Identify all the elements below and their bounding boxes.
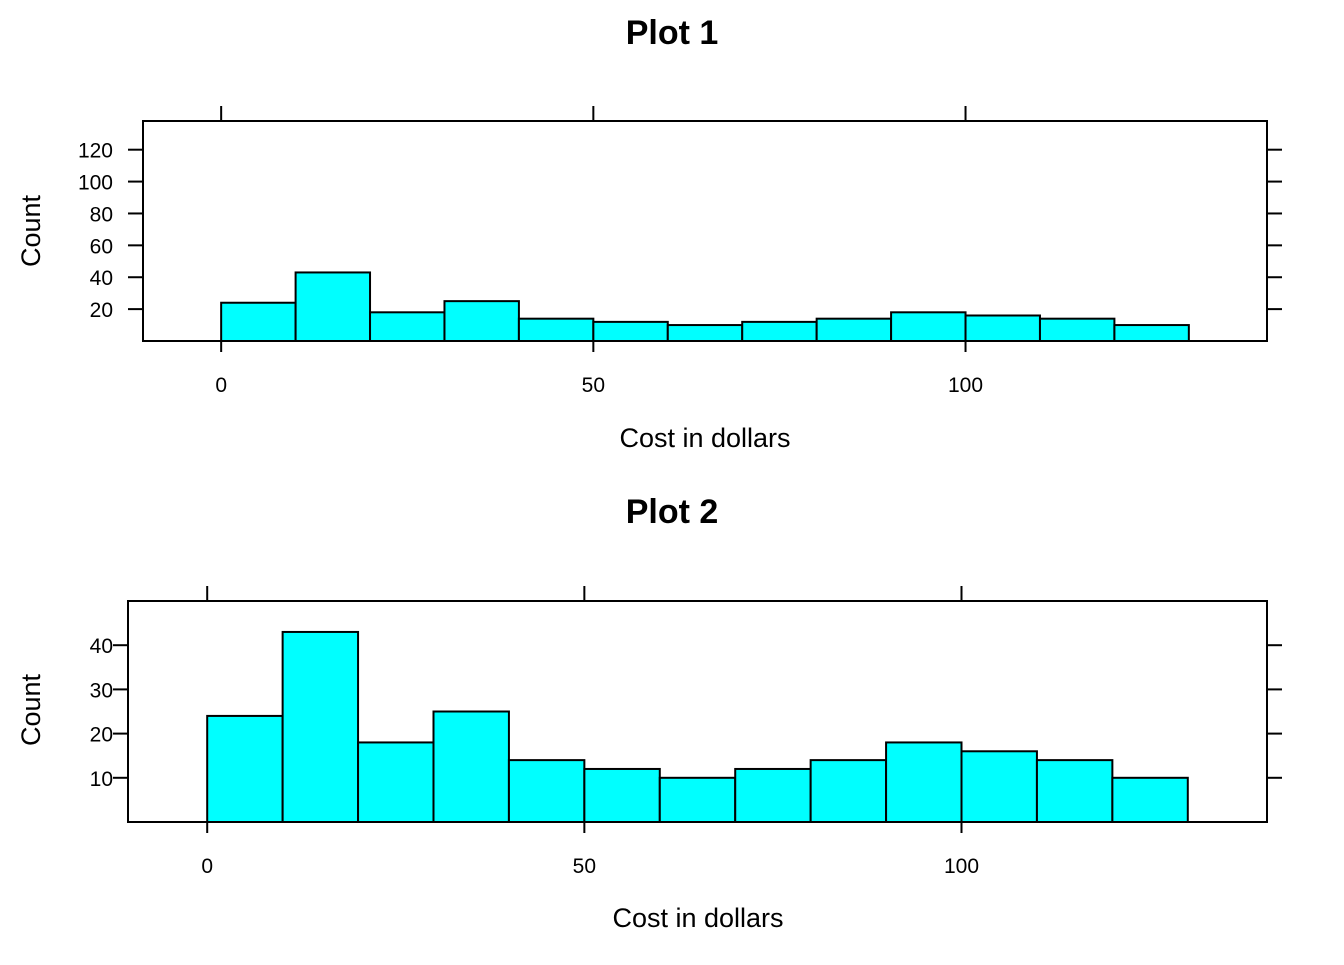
plot-2-y-axis: 10 20 30 40 — [90, 635, 1282, 791]
plot-1-bar — [1113, 324, 1190, 343]
plot-1-x-tick-label: 100 — [948, 374, 983, 397]
plot-2-bar — [583, 767, 661, 824]
plot-2-x-tick-label: 100 — [944, 855, 979, 878]
plot-1-y-tick-label: 100 — [78, 172, 113, 195]
plot-2-bar — [734, 767, 812, 824]
plot-2-y-tick-label: 10 — [90, 768, 113, 791]
plot-2-bar — [357, 741, 435, 823]
plot-2-y-tick-label: 40 — [90, 635, 113, 658]
plot-1-bar — [517, 317, 595, 342]
plot-2-title: Plot 2 — [626, 493, 719, 531]
plot-2-bar — [432, 710, 510, 823]
plot-1-bars — [220, 271, 1190, 343]
plot-1-bar — [592, 320, 669, 343]
plot-1-y-axis: 20 40 60 80 100 120 — [78, 140, 1282, 322]
plot-2-x-axis-label: Cost in dollars — [612, 903, 783, 933]
plot-1-panel: Plot 1 Count Cost in dollars 0 50 100 20 40… — [16, 14, 1282, 453]
plot-1-y-tick-label: 60 — [90, 235, 113, 258]
plot-2-x-axis: 0 50 100 — [201, 586, 979, 878]
plot-2-bar — [1111, 776, 1189, 823]
plot-2-bar — [960, 750, 1038, 824]
plot-2-y-tick-label: 20 — [90, 724, 113, 747]
plot-2-bar — [809, 759, 888, 823]
plot-2-bar — [1035, 759, 1114, 823]
plot-1-y-axis-label: Count — [16, 194, 46, 267]
plot-1-y-tick-label: 120 — [78, 140, 113, 163]
plot-2-bar — [206, 714, 284, 823]
plot-2-bar — [281, 630, 360, 823]
plot-2-x-tick-label: 50 — [573, 855, 596, 878]
plot-2-y-axis-label: Count — [16, 673, 46, 746]
plot-1-bar — [294, 271, 372, 343]
plot-2-x-tick-label: 0 — [201, 855, 213, 878]
plot-2-y-tick-label: 30 — [90, 679, 113, 702]
plot-1-bar — [964, 314, 1041, 343]
plot-1-bar — [666, 324, 744, 343]
plot-2-bar — [885, 741, 963, 823]
plot-2-bar — [658, 776, 737, 823]
plot-1-bar — [220, 301, 297, 343]
plot-1-title: Plot 1 — [626, 14, 719, 52]
plot-2-bar — [507, 759, 586, 823]
plot-1-bar — [443, 300, 520, 342]
plot-2-bars — [206, 630, 1189, 824]
plot-1-x-tick-label: 50 — [582, 374, 605, 397]
plot-1-bar — [369, 311, 446, 343]
plot-1-y-tick-label: 40 — [90, 267, 113, 290]
plot-1-x-tick-label: 0 — [215, 374, 227, 397]
plot-1-x-axis: 0 50 100 — [215, 106, 983, 397]
plot-1-bar — [815, 317, 893, 342]
plot-1-bar — [890, 311, 967, 343]
plot-2-panel: Plot 2 Count Cost in dollars 0 50 100 10 20… — [16, 493, 1282, 933]
plot-1-x-axis-label: Cost in dollars — [619, 423, 790, 453]
plot-1-bar — [1038, 317, 1116, 342]
plot-1-y-tick-label: 80 — [90, 203, 113, 226]
plot-1-bar — [741, 320, 818, 343]
plot-1-y-tick-label: 20 — [90, 299, 113, 322]
